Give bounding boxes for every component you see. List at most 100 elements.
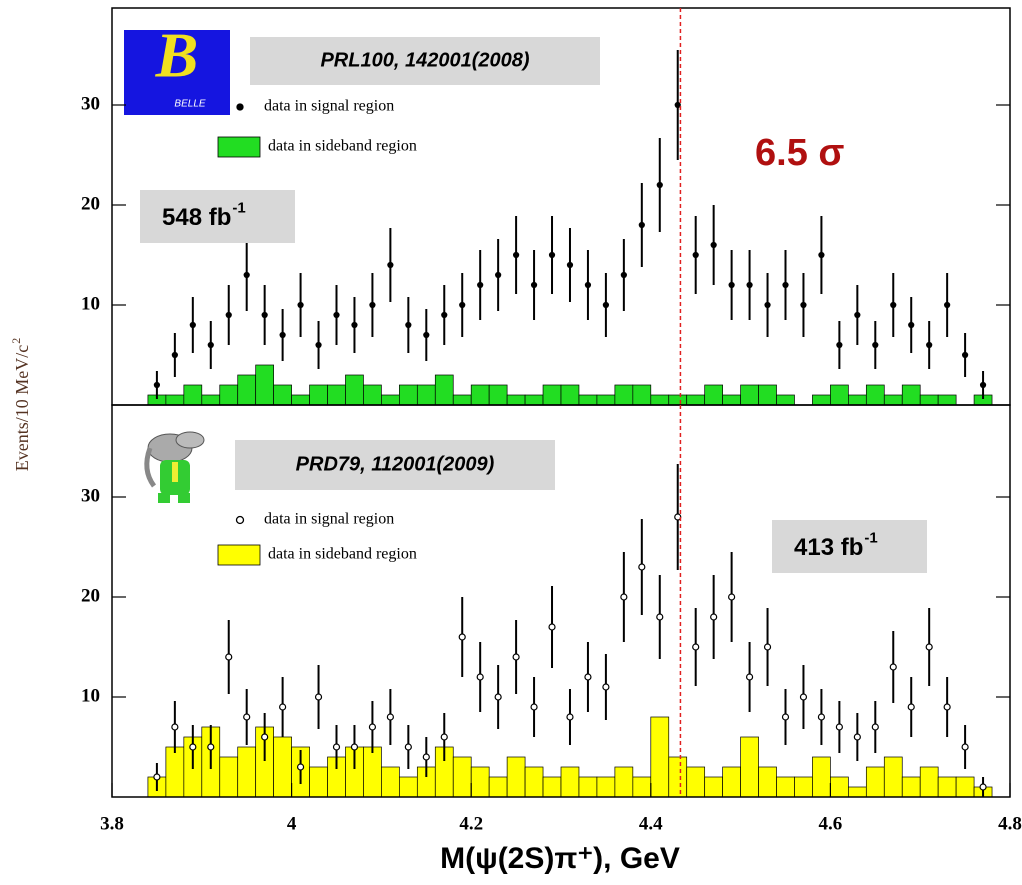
data-point [728, 281, 735, 289]
sideband-bar [740, 384, 759, 406]
sideband-bar [812, 394, 831, 406]
luminosity: 413 fb [794, 534, 863, 561]
data-point [763, 643, 772, 651]
legend-swatch [217, 136, 261, 158]
sideband-bar [883, 394, 903, 406]
data-point [638, 221, 645, 229]
data-point [530, 703, 538, 711]
data-point [692, 643, 700, 651]
sideband-bar [578, 776, 598, 798]
sideband-bar [668, 394, 688, 406]
sideband-bar [345, 374, 364, 406]
data-point [458, 633, 466, 641]
data-point [441, 311, 448, 319]
data-point [351, 321, 358, 329]
legend-label: data in sideband region [268, 138, 417, 155]
x-tick-label: 4.6 [819, 813, 843, 834]
data-point [332, 743, 341, 751]
data-point [979, 783, 987, 791]
data-point [566, 713, 574, 721]
data-point [925, 643, 933, 651]
luminosity-box [140, 190, 295, 243]
x-tick-label: 4 [287, 813, 297, 834]
sideband-bar [776, 776, 795, 798]
sideband-bar [183, 384, 203, 406]
y-tick-label: 10 [81, 685, 100, 706]
sideband-bar [237, 746, 257, 798]
logo-letter: B [155, 20, 199, 91]
sideband-bar [596, 776, 616, 798]
sideband-bar [399, 776, 418, 798]
babar-logo [144, 431, 205, 503]
data-point [279, 331, 286, 339]
sideband-bar [614, 766, 634, 798]
sideband-bar [668, 756, 688, 798]
data-point [799, 693, 808, 701]
data-point [961, 351, 969, 359]
sideband-bar [901, 384, 921, 406]
sideband-bar [758, 384, 777, 406]
panel-title: PRD79, 112001(2009) [296, 453, 495, 475]
data-point [153, 381, 160, 389]
sideband-bar [165, 394, 185, 406]
y-tick-label: 20 [81, 193, 100, 214]
data-point [153, 773, 161, 781]
luminosity-box [772, 520, 927, 573]
data-point [836, 341, 843, 349]
sideband-bar [937, 776, 957, 798]
data-point [746, 281, 753, 289]
sideband-bar [758, 766, 777, 798]
data-point [207, 341, 214, 349]
data-point [961, 743, 969, 751]
sideband-bar [488, 776, 508, 798]
sideband-bar [560, 766, 580, 798]
data-point [728, 593, 736, 601]
sideband-bar [452, 394, 472, 406]
data-point [566, 261, 574, 269]
sideband-bar [309, 766, 328, 798]
sideband-bar [632, 776, 652, 798]
sideband-bar [865, 766, 885, 798]
y-tick-label: 20 [81, 585, 100, 606]
sideband-bar [686, 394, 706, 406]
data-point [782, 281, 789, 289]
sideband-bar [776, 394, 795, 406]
data-point [853, 733, 861, 741]
data-point [800, 301, 807, 309]
sideband-bar [273, 384, 292, 406]
sideband-bar [470, 766, 490, 798]
data-point [459, 301, 466, 309]
significance: 6.5 σ [755, 132, 844, 174]
data-point [871, 723, 879, 731]
sideband-bar [381, 766, 400, 798]
data-point [745, 673, 754, 681]
sideband-bar [919, 766, 939, 798]
x-tick-label: 4.8 [998, 813, 1022, 834]
data-point [584, 281, 592, 289]
data-point [297, 301, 304, 309]
sideband-bar [434, 374, 454, 406]
data-point [333, 311, 340, 319]
data-point [296, 763, 305, 771]
data-point [225, 653, 233, 661]
panel-title: PRL100, 142001(2008) [320, 49, 529, 71]
data-point [710, 241, 717, 249]
data-point [620, 271, 627, 279]
sideband-bar [722, 766, 741, 798]
sideband-bar [650, 716, 670, 798]
data-point [279, 703, 287, 711]
data-point [512, 653, 520, 661]
sideband-bar [865, 384, 885, 406]
data-point [889, 663, 897, 671]
legend-label: data in sideband region [268, 546, 417, 563]
sideband-bar [291, 394, 310, 406]
legend-swatch [217, 544, 261, 566]
data-point [512, 251, 520, 259]
data-point [422, 753, 430, 761]
sideband-bar [812, 756, 831, 798]
data-point [656, 613, 664, 621]
data-point [171, 351, 178, 359]
data-point [225, 311, 232, 319]
title-box [250, 37, 600, 85]
